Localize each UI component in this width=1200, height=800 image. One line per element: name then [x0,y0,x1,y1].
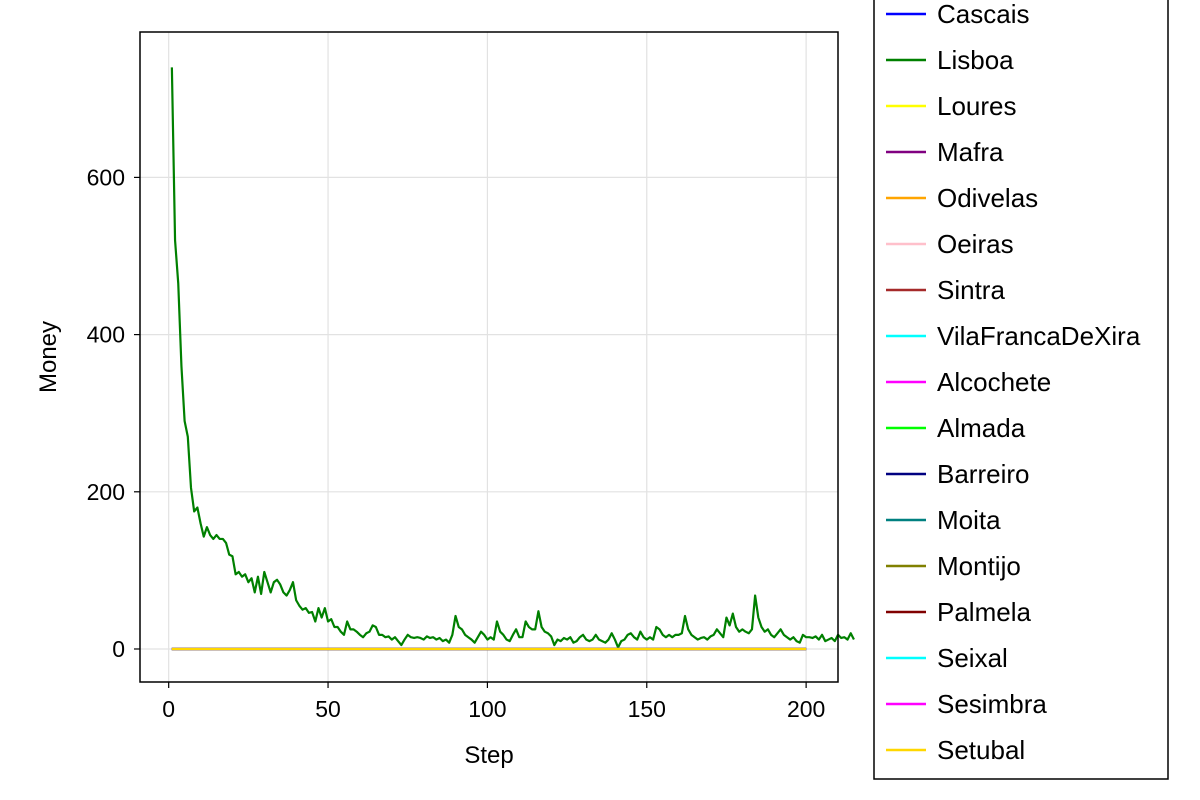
y-tick-label: 0 [112,636,125,662]
axis-ticks: 0 50 100 150 200 0 200 400 600 [87,164,826,722]
plot-series [170,67,855,651]
legend-label-oeiras: Oeiras [937,229,1014,259]
legend-label-setubal: Setubal [937,735,1025,765]
legend-label-odivelas: Odivelas [937,183,1038,213]
legend-label-vilafrancadexira: VilaFrancaDeXira [937,321,1141,351]
legend-label-sesimbra: Sesimbra [937,689,1047,719]
x-tick-label: 50 [315,696,341,722]
legend-box [873,0,1169,780]
legend-label-montijo: Montijo [937,551,1021,581]
x-tick-label: 200 [787,696,825,722]
legend-label-alcochete: Alcochete [937,367,1051,397]
legend-label-almada: Almada [937,413,1026,443]
legend-label-barreiro: Barreiro [937,459,1029,489]
x-axis-title: Step [464,742,513,769]
y-tick-label: 200 [87,479,125,505]
legend-label-sintra: Sintra [937,275,1005,305]
legend-label-mafra: Mafra [937,137,1004,167]
legend-label-seixal: Seixal [937,643,1008,673]
legend: Cascais Lisboa Loures Mafra Odivelas Oeiras Si… [873,0,1169,780]
y-tick-label: 600 [87,164,125,190]
plot-area-frame [139,31,839,683]
x-tick-label: 150 [628,696,666,722]
x-tick-label: 0 [162,696,175,722]
x-tick-label: 100 [468,696,506,722]
series-line-lisboa [170,67,855,649]
y-tick-label: 400 [87,322,125,348]
legend-label-loures: Loures [937,91,1017,121]
legend-label-palmela: Palmela [937,597,1031,627]
legend-label-lisboa: Lisboa [937,45,1014,75]
legend-label-moita: Moita [937,505,1001,535]
y-axis-title: Money [35,321,62,393]
legend-label-cascais: Cascais [937,0,1029,29]
